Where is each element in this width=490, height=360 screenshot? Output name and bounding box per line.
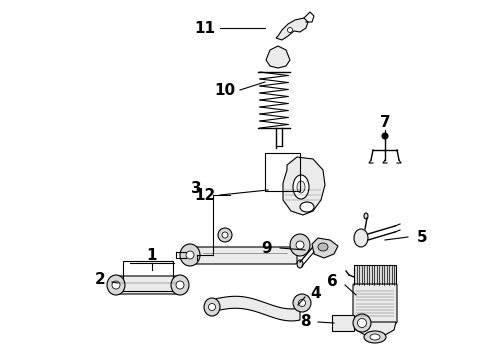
Ellipse shape (364, 213, 368, 219)
Text: 11: 11 (195, 21, 216, 36)
Text: 3: 3 (191, 180, 201, 195)
Polygon shape (210, 296, 300, 321)
Polygon shape (354, 322, 396, 336)
Ellipse shape (180, 244, 200, 266)
Circle shape (176, 281, 184, 289)
Circle shape (298, 300, 305, 306)
Bar (123, 261, 173, 291)
Circle shape (209, 303, 216, 310)
Ellipse shape (290, 234, 310, 256)
Bar (354, 265, 396, 285)
Circle shape (288, 27, 293, 32)
Text: 8: 8 (300, 315, 310, 329)
Circle shape (382, 133, 388, 139)
Polygon shape (312, 238, 338, 258)
Circle shape (222, 232, 228, 238)
Text: 10: 10 (215, 82, 236, 98)
Ellipse shape (318, 243, 328, 251)
Bar (332, 315, 354, 331)
Ellipse shape (297, 181, 305, 193)
Circle shape (112, 281, 120, 289)
Text: 2: 2 (95, 273, 105, 288)
FancyBboxPatch shape (353, 284, 397, 323)
FancyBboxPatch shape (193, 247, 297, 264)
Circle shape (358, 319, 367, 328)
Ellipse shape (293, 175, 309, 199)
Ellipse shape (297, 260, 303, 268)
Ellipse shape (171, 275, 189, 295)
Text: 4: 4 (311, 287, 321, 302)
Ellipse shape (293, 294, 311, 312)
Ellipse shape (218, 228, 232, 242)
Polygon shape (276, 18, 308, 40)
Ellipse shape (364, 331, 386, 343)
Ellipse shape (204, 298, 220, 316)
Circle shape (296, 241, 304, 249)
Bar (265, 153, 300, 191)
Text: 6: 6 (327, 274, 338, 289)
Ellipse shape (107, 275, 125, 295)
Text: 1: 1 (147, 248, 157, 262)
Polygon shape (283, 157, 325, 215)
Text: 5: 5 (416, 230, 427, 244)
Ellipse shape (370, 334, 380, 340)
Circle shape (186, 251, 194, 259)
Polygon shape (266, 46, 290, 68)
Ellipse shape (354, 229, 368, 247)
FancyBboxPatch shape (116, 276, 180, 294)
Text: 7: 7 (380, 114, 391, 130)
Ellipse shape (353, 314, 371, 332)
Text: 9: 9 (262, 240, 272, 256)
Text: 12: 12 (195, 188, 216, 202)
Ellipse shape (300, 202, 314, 212)
